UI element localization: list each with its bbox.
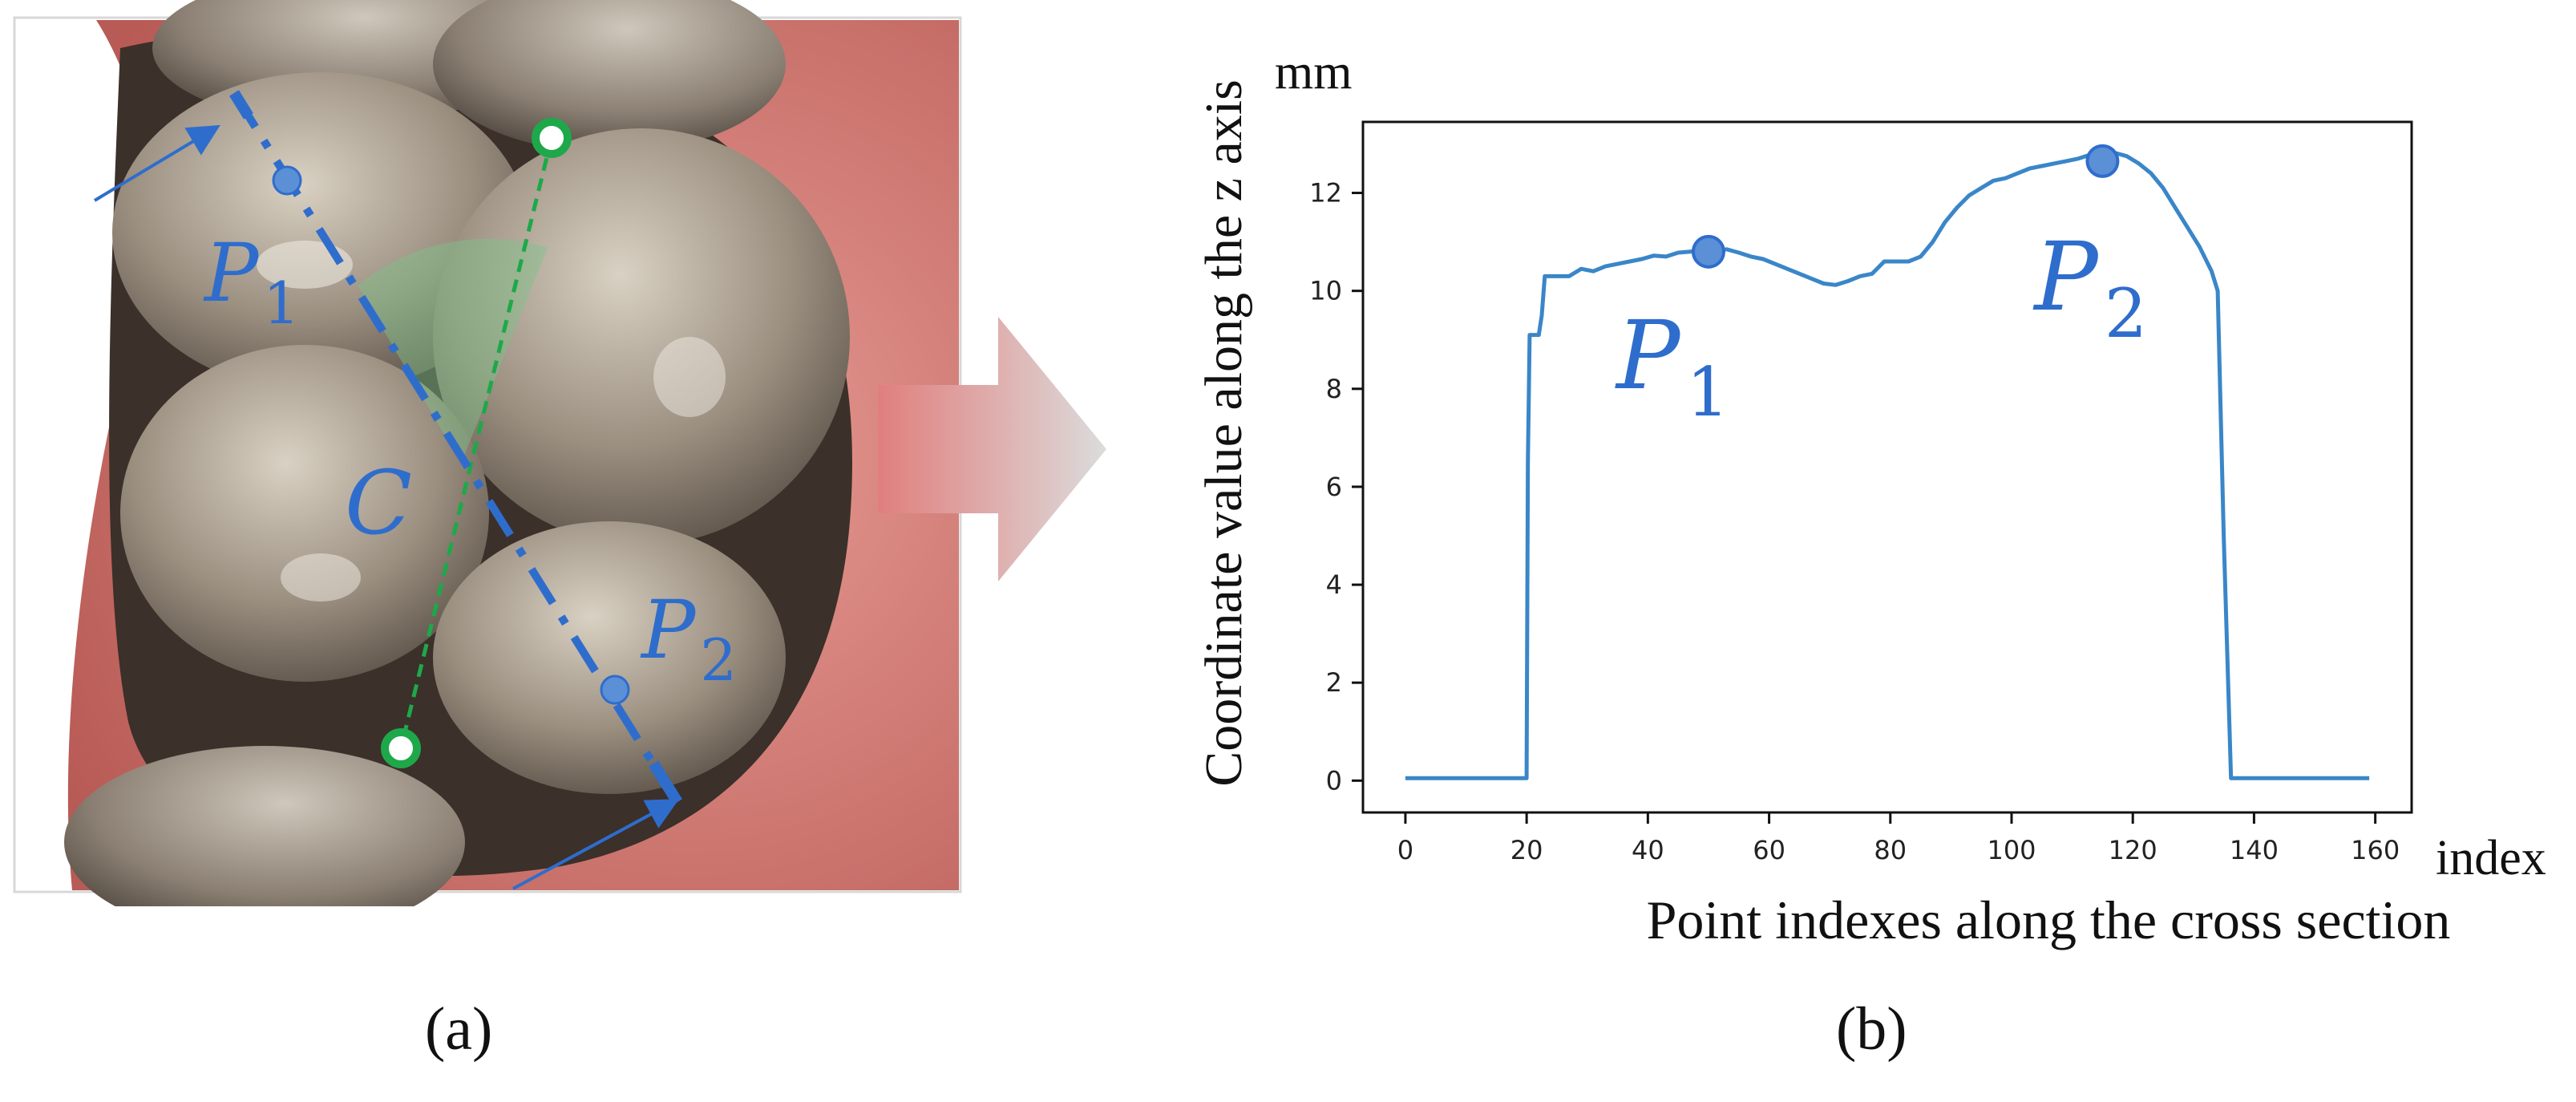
label-p1: P1 <box>203 226 300 337</box>
molar-cusp-middle-left <box>120 345 489 682</box>
green-endpoint-bottom <box>381 728 421 768</box>
y-tick-label: 10 <box>1309 276 1342 306</box>
point-p2 <box>600 675 630 705</box>
x-tick-label: 60 <box>1753 835 1785 865</box>
caption-a: (a) <box>425 995 493 1063</box>
lower-tooth <box>64 746 465 906</box>
upper-tooth-right <box>433 0 786 152</box>
x-tick-label: 120 <box>2109 835 2157 865</box>
cross-section-line <box>230 91 679 801</box>
x-tick-label: 140 <box>2230 835 2279 865</box>
highlight <box>653 337 726 417</box>
y-tick-label: 2 <box>1326 667 1342 698</box>
marker-label-p2: P2 <box>2032 221 2147 353</box>
caption-b: (b) <box>1836 995 1907 1063</box>
molar-cusp-bottom-right <box>433 521 786 794</box>
y-tick-label: 6 <box>1326 472 1342 502</box>
y-tick-label: 12 <box>1309 178 1342 209</box>
y-tick-label: 0 <box>1326 765 1342 796</box>
marker-point-p1 <box>1691 234 1725 269</box>
plot-frame <box>1361 120 2413 814</box>
green-dashed-line <box>398 137 554 749</box>
label-p2: P2 <box>640 583 737 694</box>
x-axis-label: Point indexes along the cross section <box>1647 889 2451 950</box>
y-axis-label: Coordinate value along the z axis <box>1195 79 1253 787</box>
molar-cusp-top-right <box>433 128 850 545</box>
series-line <box>1405 151 2370 780</box>
marker-point-p2 <box>2085 144 2120 178</box>
pointer-arrow-top <box>93 124 220 202</box>
x-tick-label: 80 <box>1874 835 1907 865</box>
tooth-image-panel: P1 C P2 <box>13 0 962 906</box>
highlight <box>281 553 361 602</box>
y-tick-label: 8 <box>1326 374 1342 404</box>
point-p1 <box>272 165 302 196</box>
marker-label-p1: P1 <box>1615 300 1729 431</box>
y-unit-label: mm <box>1275 45 1352 99</box>
pointer-arrow-bottom <box>512 799 680 890</box>
cross-section-end-top <box>229 90 253 120</box>
x-tick-label: 160 <box>2351 835 2400 865</box>
label-c: C <box>345 452 412 554</box>
cross-section-end-bottom <box>649 760 682 805</box>
line-chart: 0 20 40 60 80 100 120 140 160 0 2 4 6 8 10 12 P1 P2 Point … <box>1195 45 2546 950</box>
x-tick-label: 0 <box>1397 835 1413 865</box>
x-tick-label: 20 <box>1510 835 1543 865</box>
x-tick-label: 40 <box>1632 835 1664 865</box>
y-tick-label: 4 <box>1326 569 1342 600</box>
x-tick-label: 100 <box>1987 835 2036 865</box>
green-endpoint-top <box>532 118 572 158</box>
transition-arrow <box>878 317 1106 581</box>
highlight <box>257 241 353 289</box>
angle-sector <box>358 238 548 464</box>
x-unit-label: index <box>2436 831 2546 885</box>
